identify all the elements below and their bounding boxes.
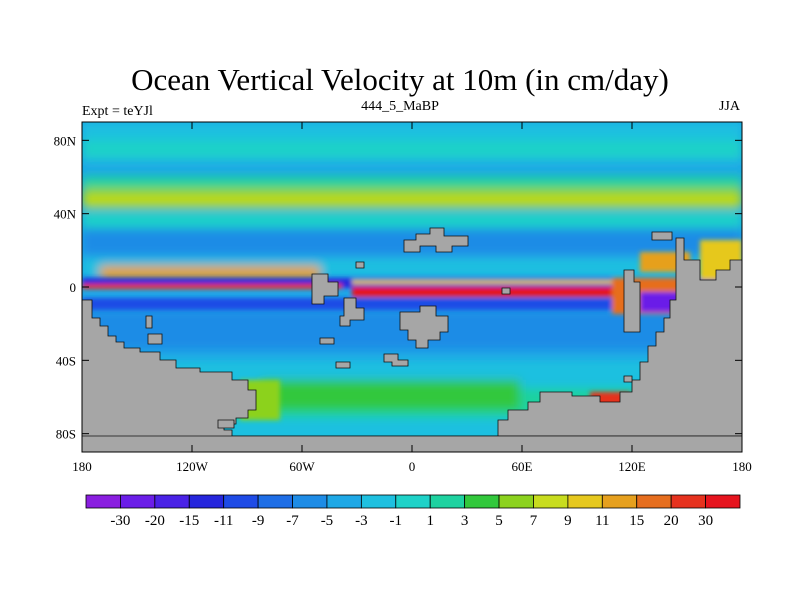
x-tick-label: 60E [512, 459, 533, 474]
landmass-southern-block [82, 435, 742, 452]
colorbar-swatch [601, 494, 638, 509]
landmass-equatorial-west [311, 273, 339, 305]
colorbar-label: -7 [286, 513, 299, 529]
colorbar-label: 5 [495, 513, 503, 529]
plot-title: Ocean Vertical Velocity at 10m (in cm/da… [131, 62, 669, 97]
colorbar-label: 9 [564, 513, 572, 529]
landmass-east [497, 237, 742, 437]
colorbar-swatch [670, 494, 706, 509]
colorbar-swatch [429, 494, 466, 509]
colorbar-swatch [360, 494, 397, 509]
x-tick-label: 180 [732, 459, 752, 474]
colorbar-swatch [326, 494, 362, 509]
colorbar: -30 -20 -15 -11 -9 -7 -5 -3 -1 1 3 5 7 9 11 15 20 30 [85, 494, 741, 529]
colorbar-swatch [292, 494, 328, 509]
colorbar-swatch [498, 494, 534, 509]
x-tick-label: 0 [409, 459, 416, 474]
colorbar-label: 7 [530, 513, 538, 529]
x-tick-label: 60W [289, 459, 315, 474]
landmass-south-america [82, 299, 742, 452]
colorbar-label: -15 [179, 513, 199, 529]
y-tick-label: 40S [56, 353, 76, 368]
landmass-small-b [145, 315, 153, 329]
landmass-small-d [383, 353, 409, 367]
colorbar-swatch [188, 494, 225, 509]
y-tick-label: 0 [70, 280, 77, 295]
landmass-small-e [335, 361, 351, 369]
landmass-east-strip [623, 269, 641, 333]
x-tick-label: 180 [72, 459, 92, 474]
colorbar-label: -3 [355, 513, 368, 529]
land-masses [82, 227, 742, 452]
colorbar-label: 15 [629, 513, 644, 529]
colorbar-label: -5 [321, 513, 334, 529]
landmass-small-c [147, 333, 163, 345]
map-axes: 180 120W 60W 0 60E 120E 180 80N 40N 0 40S 80S [54, 122, 752, 474]
landmass-small-f [319, 337, 335, 345]
landmass-tiny-j [623, 375, 633, 383]
colorbar-label: -11 [214, 513, 233, 529]
map-plot-area [82, 122, 742, 452]
colorbar-swatch [120, 494, 156, 509]
colorbar-swatch [85, 494, 121, 509]
colorbar-label: -20 [145, 513, 165, 529]
colorbar-label: 3 [461, 513, 469, 529]
y-tick-label: 80N [54, 133, 77, 148]
x-tick-label: 120W [176, 459, 209, 474]
landmass-tiny-h [501, 287, 511, 295]
experiment-label: Expt = teYJl [82, 104, 153, 119]
season-label: JJA [718, 99, 740, 114]
landmass-east-island [651, 231, 673, 241]
colorbar-swatch [257, 494, 293, 509]
colorbar-swatch [395, 494, 431, 509]
colorbar-swatch [223, 494, 259, 509]
equatorial-bands [82, 240, 742, 420]
colorbar-swatch [705, 494, 741, 509]
colorbar-label: 30 [698, 513, 713, 529]
y-tick-label: 40N [54, 207, 77, 222]
x-tick-label: 120E [618, 459, 646, 474]
landmass-small-a [339, 297, 365, 327]
colorbar-label: -30 [110, 513, 130, 529]
landmass-central-south [399, 305, 449, 349]
period-label: 444_5_MaBP [361, 99, 439, 114]
colorbar-swatch [636, 494, 672, 509]
colorbar-label: -9 [252, 513, 265, 529]
colorbar-label: 1 [426, 513, 434, 529]
colorbar-swatch [464, 494, 500, 509]
landmass-tiny-i [217, 419, 235, 429]
colorbar-label: -1 [390, 513, 403, 529]
y-tick-label: 80S [56, 427, 76, 442]
landmass-small-g [355, 261, 365, 269]
colorbar-label: 20 [664, 513, 679, 529]
colorbar-swatch [567, 494, 603, 509]
colorbar-label: 11 [595, 513, 609, 529]
colorbar-swatch [154, 494, 190, 509]
colorbar-swatch [533, 494, 569, 509]
landmass-central-north [403, 227, 469, 253]
